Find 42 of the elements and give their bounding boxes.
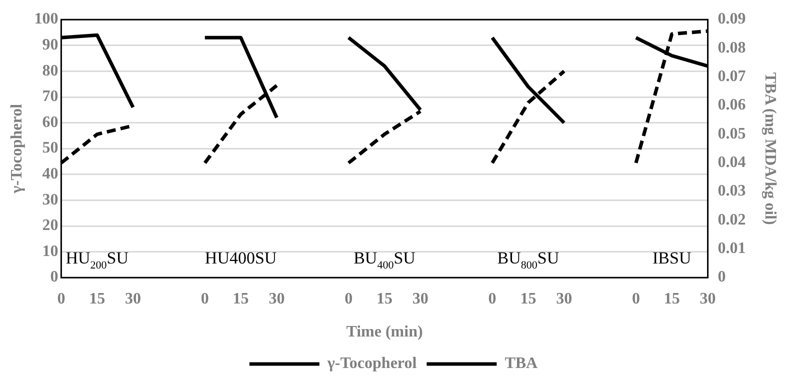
annotation: IBSU [652, 248, 692, 268]
y-tick-label: 20 [42, 217, 58, 234]
annotation: HU400SU [204, 248, 277, 268]
y2-tick-label: 0.04 [718, 154, 746, 172]
y-tick-label: 30 [42, 191, 58, 208]
x-tick-label: 30 [700, 290, 716, 308]
y2-tick-label: 0.03 [718, 182, 746, 200]
y2-tick-label: 0.06 [718, 96, 746, 114]
y-tick-label: 50 [42, 140, 58, 157]
x-axis-title: Time (min) [346, 324, 423, 341]
y2-tick-label: 0 [718, 268, 726, 286]
x-tick-label: 0 [632, 290, 640, 308]
y-tick-label: 0 [50, 268, 58, 286]
x-tick-label: 15 [664, 290, 680, 308]
y-tick-label: 90 [42, 36, 58, 54]
x-tick-label: 30 [125, 290, 142, 308]
x-tick-label: 15 [376, 290, 392, 308]
y2-tick-label: 0.01 [718, 240, 746, 258]
y-tick-label: 80 [42, 62, 58, 80]
x-tick-label: 15 [89, 290, 106, 308]
y2-tick-label: 0.09 [718, 10, 746, 28]
x-tick-label: 30 [268, 290, 285, 308]
y-axis-title: γ-Tocopherol [8, 103, 26, 194]
y-tick-label: 70 [42, 88, 58, 106]
y-tick-label: 100 [34, 10, 58, 28]
y2-tick-label: 0.08 [718, 39, 746, 56]
x-tick-label: 0 [200, 290, 209, 308]
y-tick-label: 10 [42, 242, 58, 260]
y-tick-label: 40 [42, 166, 58, 183]
y2-tick-label: 0.05 [718, 125, 746, 142]
legend-label: γ-Tocopherol [326, 355, 418, 372]
legend-label: TBA [504, 355, 538, 372]
x-tick-label: 30 [412, 290, 428, 308]
x-tick-label: 30 [556, 290, 572, 308]
y2-tick-label: 0.07 [718, 68, 746, 86]
x-tick-label: 0 [488, 290, 496, 308]
y2-tick-label: 0.02 [718, 211, 746, 228]
y2-axis-title: TBA (mg MDA/kg oil) [761, 72, 778, 225]
x-tick-label: 0 [344, 290, 353, 308]
y-tick-label: 60 [42, 114, 58, 131]
x-tick-label: 15 [520, 290, 536, 308]
x-tick-label: 15 [232, 290, 249, 308]
